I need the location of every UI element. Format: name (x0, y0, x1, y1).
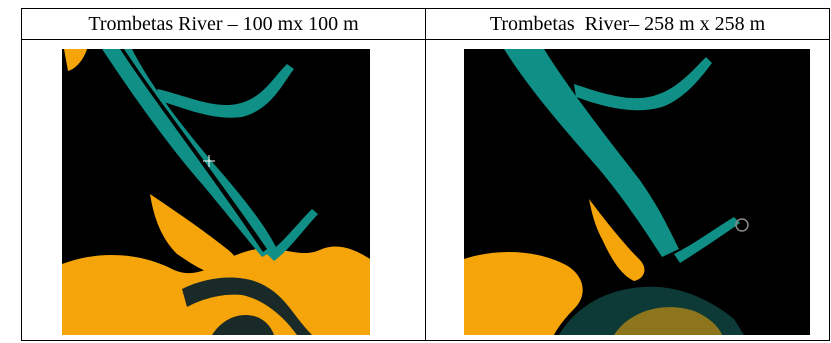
river-channel-line (120, 49, 267, 252)
right-header: Trombetas River– 258 m x 258 m (425, 8, 830, 40)
trombetas-100m-classification-image (62, 49, 370, 335)
river-main (504, 49, 679, 257)
header-row: Trombetas River – 100 mx 100 m Trombetas… (21, 8, 830, 40)
dark-channel-2 (212, 315, 274, 335)
river-branch-lower (674, 217, 740, 263)
river-branch-lower (267, 209, 318, 261)
land-top-left (64, 49, 87, 71)
image-row (21, 39, 830, 341)
dark-channel (182, 277, 312, 335)
land-patch (614, 307, 722, 335)
trombetas-258m-classification-image (464, 49, 810, 335)
river-branch-upper (574, 57, 712, 111)
land-area (464, 252, 583, 335)
left-image-cell (21, 39, 426, 341)
marker-circle-icon (735, 218, 749, 232)
left-header: Trombetas River – 100 mx 100 m (21, 8, 426, 40)
comparison-table: Trombetas River – 100 mx 100 m Trombetas… (21, 8, 830, 341)
right-image-cell (425, 39, 830, 341)
land-wedge (589, 199, 645, 281)
land-wedge (150, 194, 238, 275)
cursor-cross-icon (203, 155, 215, 167)
river-branch-upper (157, 64, 294, 118)
